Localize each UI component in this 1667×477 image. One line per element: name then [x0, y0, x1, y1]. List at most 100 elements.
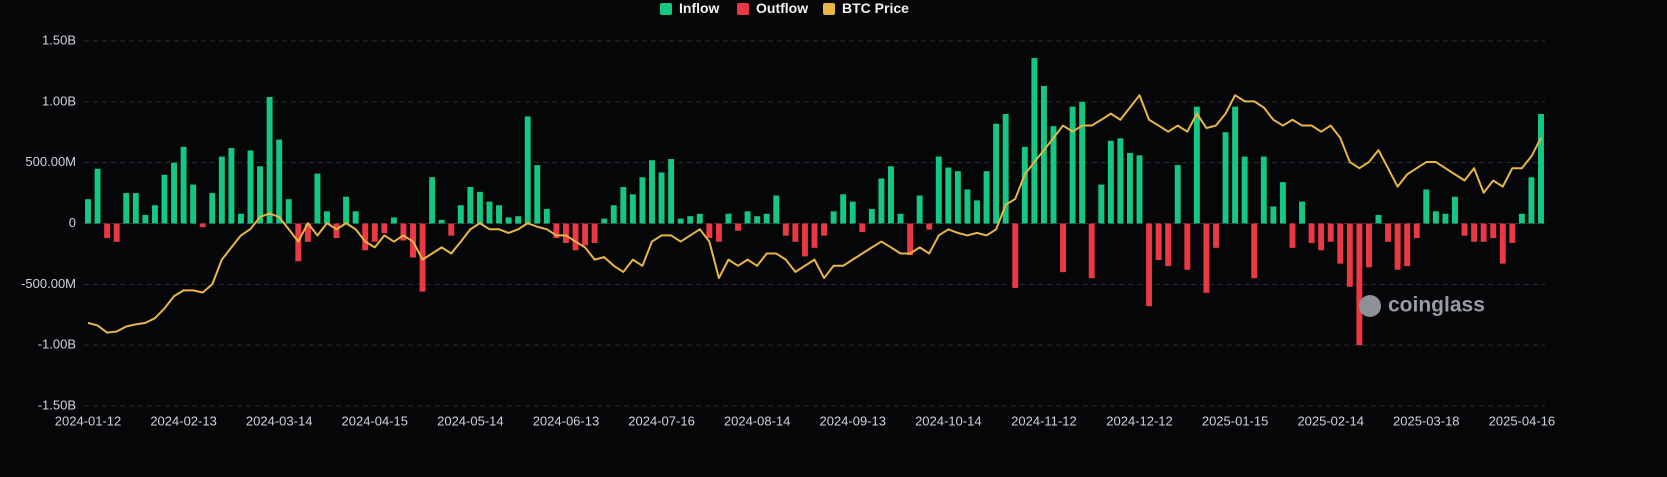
bar	[878, 178, 885, 224]
bar	[1213, 223, 1219, 248]
legend-item[interactable]: Inflow	[660, 0, 720, 16]
bar	[1452, 196, 1458, 224]
x-tick-label: 2024-09-13	[819, 413, 886, 428]
bar	[266, 96, 273, 224]
bar	[993, 123, 1000, 224]
bar	[505, 217, 512, 224]
bar	[543, 208, 550, 224]
bar	[324, 211, 330, 224]
bar	[983, 171, 990, 224]
bar	[954, 171, 961, 224]
bar	[849, 201, 856, 224]
bar	[1480, 223, 1487, 242]
bar	[343, 196, 350, 224]
bar	[1528, 177, 1535, 224]
axes: -1.50B -1.00B -500.00M 0 500.00M 1.00B 1.50B 20…	[21, 32, 1555, 428]
bar	[496, 205, 503, 224]
bar	[916, 195, 923, 224]
bar	[706, 223, 713, 239]
bar	[333, 223, 340, 239]
legend-item[interactable]: BTC Price	[823, 0, 909, 16]
bar	[821, 223, 828, 236]
bar	[1385, 223, 1392, 242]
bar	[151, 205, 158, 224]
bar	[486, 201, 493, 224]
bar	[1423, 189, 1430, 224]
legend-item[interactable]: Outflow	[737, 0, 808, 16]
bar	[639, 177, 646, 224]
bar	[304, 223, 311, 242]
bar	[907, 223, 914, 256]
bar	[524, 116, 531, 224]
bar	[199, 223, 206, 228]
y-tick-label: -1.00B	[38, 337, 76, 352]
bar	[1318, 223, 1325, 251]
y-tick-label: 1.50B	[42, 32, 76, 47]
bar	[773, 195, 780, 224]
bar	[476, 191, 483, 224]
bar	[1270, 206, 1277, 224]
bar	[1021, 146, 1028, 224]
bar	[1404, 223, 1411, 267]
bar	[457, 205, 464, 224]
bar	[668, 159, 675, 224]
bar	[553, 223, 560, 239]
bar	[610, 205, 617, 224]
y-tick-label: 1.00B	[42, 93, 76, 108]
bar	[591, 223, 598, 243]
bar	[562, 223, 569, 243]
bar	[161, 174, 168, 224]
bar	[467, 187, 474, 224]
bars	[85, 58, 1544, 346]
bar	[285, 199, 292, 224]
bar	[371, 223, 378, 242]
bar	[1107, 140, 1114, 224]
bar	[534, 165, 541, 224]
bar	[620, 187, 627, 224]
bar	[1117, 138, 1124, 224]
bar	[429, 177, 436, 224]
bar	[1241, 156, 1248, 224]
bar	[744, 211, 751, 224]
bar	[868, 208, 875, 224]
legend-label: Outflow	[756, 0, 808, 16]
bar	[390, 217, 397, 224]
bar	[237, 213, 244, 224]
bar	[257, 166, 264, 224]
bar	[1079, 101, 1086, 224]
bar	[1174, 165, 1181, 224]
bar	[782, 223, 789, 236]
bar	[840, 194, 847, 224]
bar	[1327, 223, 1334, 242]
x-tick-label: 2024-10-14	[915, 413, 982, 428]
bar	[381, 223, 388, 234]
bar	[1069, 106, 1076, 224]
bar	[1509, 223, 1516, 243]
bar	[515, 216, 522, 224]
legend-label: BTC Price	[842, 0, 909, 16]
bar	[677, 218, 684, 224]
bar	[362, 223, 369, 251]
bar	[1432, 211, 1439, 224]
bar	[1356, 223, 1363, 346]
x-tick-label: 2024-05-14	[437, 413, 504, 428]
bar	[792, 223, 799, 242]
bar	[1031, 58, 1038, 224]
watermark-logo	[1359, 295, 1381, 317]
bar	[448, 223, 455, 236]
bar	[142, 214, 149, 224]
bar	[754, 216, 761, 224]
x-tick-label: 2024-11-12	[1011, 413, 1077, 428]
bar	[314, 173, 321, 224]
bar	[123, 193, 130, 224]
bar	[1203, 223, 1210, 293]
bar	[830, 211, 837, 224]
y-tick-label: -1.50B	[38, 397, 76, 412]
bar	[438, 219, 445, 224]
bar	[763, 213, 770, 224]
bar	[945, 167, 952, 224]
bar	[601, 218, 608, 224]
bar	[649, 160, 655, 224]
bar	[1155, 223, 1162, 260]
